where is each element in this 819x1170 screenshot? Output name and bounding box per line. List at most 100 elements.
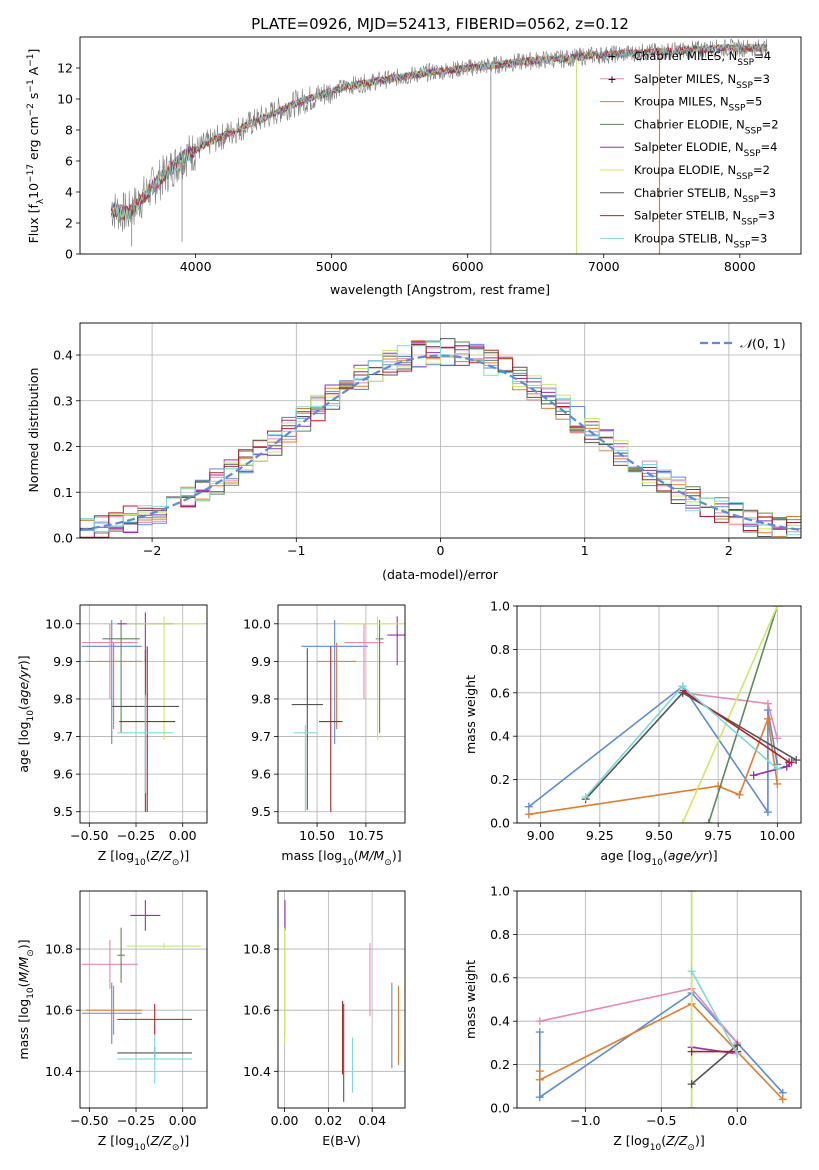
y-tick-label: 10 (57, 92, 73, 107)
kroupa_stelib-marker (773, 764, 782, 773)
chabrier_miles-errorbar (81, 982, 142, 1044)
gridlines (80, 891, 207, 1108)
x-tick-label: 0.02 (314, 1113, 342, 1128)
legend-entry-6: Chabrier STELIB, NSSP=3 (634, 186, 776, 205)
salpeter_stelib-marker (687, 1047, 696, 1056)
y-tick-label: 0.4 (490, 1014, 510, 1029)
x-tick-label: 4000 (180, 259, 212, 274)
chabrier_miles-marker (524, 802, 533, 811)
x-tick-label: 0.04 (358, 1113, 386, 1128)
kroupa_elodie-histogram (80, 342, 801, 538)
kroupa_miles-errorbar (317, 642, 357, 730)
kroupa_stelib-marker (581, 792, 590, 801)
y-tick-label: 9.5 (53, 804, 73, 819)
y-tick-label: 0.2 (490, 1057, 510, 1072)
y-axis-label: Flux [fλ10−17 erg cm−2 s−1 A−1] (26, 49, 46, 244)
chabrier_miles-errorbar (81, 620, 142, 745)
axes-frame (79, 604, 208, 824)
mass-vs-age-panel: 10.50 10.75 9.5 9.6 9.7 9.8 9.9 10.0 mass [log10… (243, 604, 406, 868)
salpeter_stelib-marker (785, 758, 794, 767)
axes-frame (516, 890, 802, 1109)
salpeter_stelib-errorbar (319, 646, 343, 812)
y-tick-label: 9.8 (53, 691, 73, 706)
z-vs-mass-panel: −0.50 −0.25 0.00 10.4 10.6 10.8 Z [log10(Z/Z⊙)… (16, 890, 208, 1153)
y-tick-label: 9.6 (53, 767, 73, 782)
salpeter_miles-marker (773, 734, 782, 743)
y-tick-label: 0.4 (53, 348, 73, 363)
y-tick-label: 9.9 (53, 654, 73, 669)
x-axis-label: (data-model)/error (382, 567, 499, 582)
x-tick-label: −1.0 (570, 1113, 600, 1128)
axes-frame (79, 322, 802, 539)
y-tick-label: 0.8 (490, 642, 510, 657)
legend-entry-4: Salpeter ELODIE, NSSP=4 (634, 140, 777, 159)
axes-frame (79, 890, 208, 1109)
legend-marker: + (607, 50, 616, 63)
x-tick-label: −0.25 (117, 1113, 155, 1128)
gridlines (80, 605, 207, 823)
y-tick-label: 9.9 (251, 654, 271, 669)
y-tick-label: 0.2 (53, 439, 73, 454)
kroupa_stelib-model-line (110, 42, 767, 221)
y-tick-label: 10.4 (45, 1064, 73, 1079)
plot-area (81, 612, 202, 812)
x-tick-label: 10.50 (299, 828, 335, 843)
y-tick-label: 9.5 (251, 804, 271, 819)
kroupa_miles-marker (535, 1067, 544, 1076)
kroupa_stelib-histogram (80, 340, 801, 538)
y-tick-label: 10.8 (45, 942, 73, 957)
x-tick-label: 0.00 (271, 1113, 299, 1128)
x-axis-label: Z [log10(Z/Z⊙)] (613, 1133, 704, 1153)
x-tick-label: 9.25 (586, 828, 614, 843)
y-tick-label: 10.4 (243, 1064, 271, 1079)
kroupa_miles-errorbar (85, 642, 142, 730)
kroupa_elodie-errorbar (126, 942, 202, 950)
chabrier_miles-marker (535, 1028, 544, 1037)
y-tick-label: 1.0 (490, 884, 510, 899)
y-tick-label: 9.7 (53, 729, 73, 744)
x-tick-label: 6000 (452, 259, 484, 274)
salpeter_miles-weight-line (539, 987, 738, 1044)
y-tick-label: 0.0 (490, 816, 510, 831)
x-axis-label: E(B-V) (322, 1133, 361, 1148)
legend-entry-1: Salpeter MILES, NSSP=3 (634, 72, 770, 91)
chabrier_elodie-errorbar (375, 620, 384, 733)
x-tick-label: −2 (143, 543, 161, 558)
y-tick-label: 10.8 (243, 942, 271, 957)
kroupa_elodie-errorbar (126, 616, 202, 741)
y-axis-label: age [log10(age/yr)] (16, 655, 36, 772)
x-tick-label: −0.50 (70, 1113, 108, 1128)
chabrier_elodie-errorbar (117, 927, 125, 983)
x-tick-label: 7000 (588, 259, 620, 274)
chabrier_stelib-errorbar (291, 648, 323, 810)
kroupa_stelib-errorbar (117, 1034, 193, 1084)
gaussian-curve (80, 354, 801, 532)
figure-title: PLATE=0926, MJD=52413, FIBERID=0562, z=0… (251, 15, 629, 33)
histogram-legend: 𝒩(0, 1) (700, 336, 786, 351)
kroupa_stelib-weight-line (690, 970, 738, 1055)
z-vs-age-panel: −0.50 −0.25 0.00 9.5 9.6 9.7 9.8 9.9 10.0 Z [log1… (16, 604, 208, 868)
ebv-vs-mass-panel: 0.00 0.02 0.04 10.4 10.6 10.8 E(B-V) (243, 890, 406, 1148)
salpeter_miles-marker (535, 1017, 544, 1026)
kroupa_miles-weight-line (528, 718, 779, 816)
salpeter_stelib-errorbar (117, 1004, 193, 1035)
y-tick-label: 9.6 (251, 767, 271, 782)
chabrier_stelib-marker (792, 756, 801, 765)
y-tick-label: 8 (65, 123, 73, 138)
legend-entry-3: Chabrier ELODIE, NSSP=2 (634, 117, 779, 136)
salpeter_stelib-errorbar (119, 646, 176, 812)
x-tick-label: −0.5 (646, 1113, 676, 1128)
kroupa_elodie-marker (773, 606, 782, 610)
x-axis-label: Z [log10(Z/Z⊙)] (98, 1133, 189, 1153)
y-tick-label: 0 (65, 247, 73, 262)
salpeter_miles-errorbar (81, 939, 138, 989)
kroupa_stelib-errorbar (293, 725, 318, 812)
x-axis-label: age [log10(age/yr)] (600, 848, 717, 868)
plot-area (284, 900, 399, 1102)
kroupa_elodie-marker (687, 1104, 696, 1108)
legend-entry-8: Kroupa STELIB, NSSP=3 (634, 231, 767, 250)
kroupa_stelib-marker (687, 967, 696, 976)
x-tick-label: 8000 (724, 259, 756, 274)
y-tick-label: 10.6 (45, 1003, 73, 1018)
